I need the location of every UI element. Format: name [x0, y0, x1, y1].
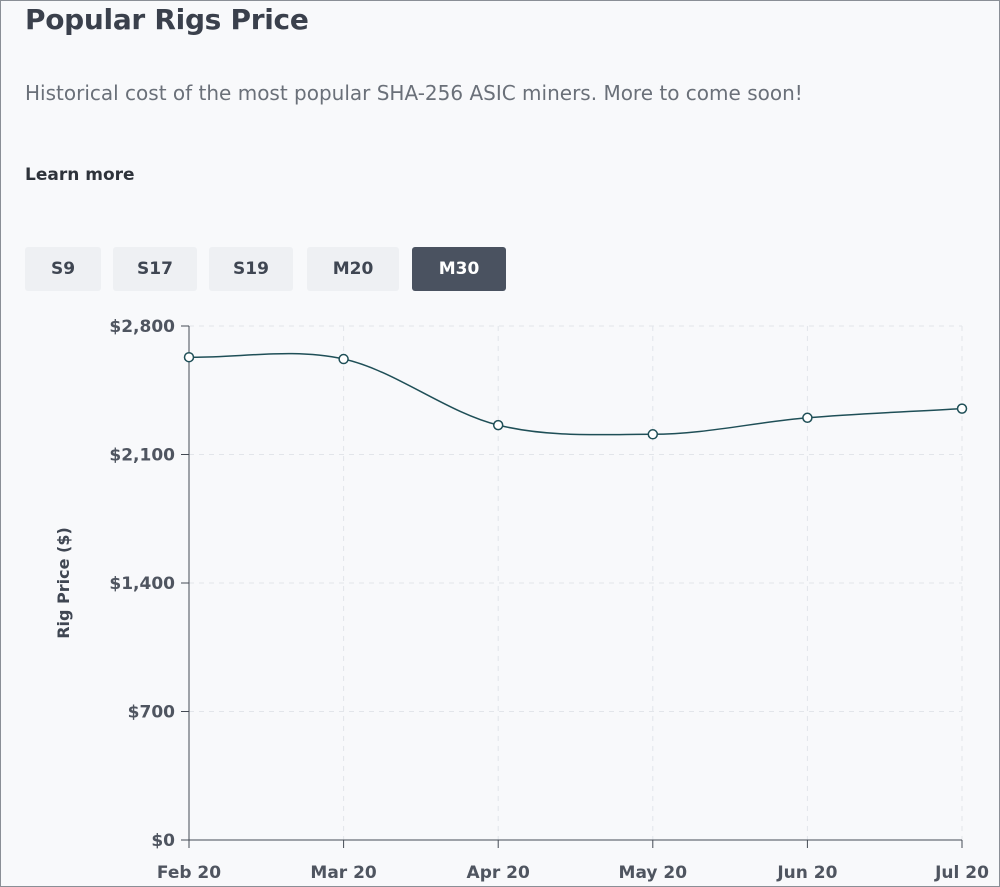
x-tick-label: Jun 20 — [776, 863, 837, 883]
rig-price-line-chart: $0 $700 $1,400 $2,100 $2,800 Feb 20 Mar 20 Apr … — [54, 317, 989, 883]
x-tick-label: Mar 20 — [310, 863, 377, 883]
y-tick-label: $2,100 — [109, 446, 175, 466]
y-tick-label: $2,800 — [109, 317, 175, 337]
series-line — [188, 352, 963, 436]
data-point[interactable] — [183, 351, 195, 363]
tab-m20[interactable]: M20 — [307, 247, 399, 291]
page-title: Popular Rigs Price — [25, 3, 309, 36]
chart-labels: $0 $700 $1,400 $2,100 $2,800 Feb 20 Mar 20 Apr … — [54, 317, 989, 883]
data-point[interactable] — [802, 412, 813, 424]
y-tick-label: $0 — [151, 831, 175, 851]
chart-series — [183, 351, 968, 440]
x-tick-label: Feb 20 — [157, 863, 221, 883]
tab-s19[interactable]: S19 — [209, 247, 293, 291]
y-tick-label: $700 — [128, 703, 175, 723]
tab-m30[interactable]: M30 — [412, 247, 506, 291]
y-axis-title: Rig Price ($) — [54, 527, 73, 639]
data-point[interactable] — [492, 419, 504, 431]
tab-s9[interactable]: S9 — [25, 247, 101, 291]
chart-description: Historical cost of the most popular SHA-… — [25, 81, 803, 105]
y-tick-label: $1,400 — [109, 574, 175, 594]
tab-s17[interactable]: S17 — [113, 247, 197, 291]
data-point[interactable] — [338, 353, 349, 365]
data-point[interactable] — [647, 429, 659, 440]
chart-axes — [181, 325, 963, 848]
learn-more-link[interactable]: Learn more — [25, 165, 135, 185]
x-tick-label: Jul 20 — [934, 863, 989, 883]
chart-grid — [189, 325, 963, 840]
x-tick-label: Apr 20 — [467, 863, 530, 883]
x-tick-label: May 20 — [619, 863, 688, 883]
data-point[interactable] — [956, 403, 968, 414]
